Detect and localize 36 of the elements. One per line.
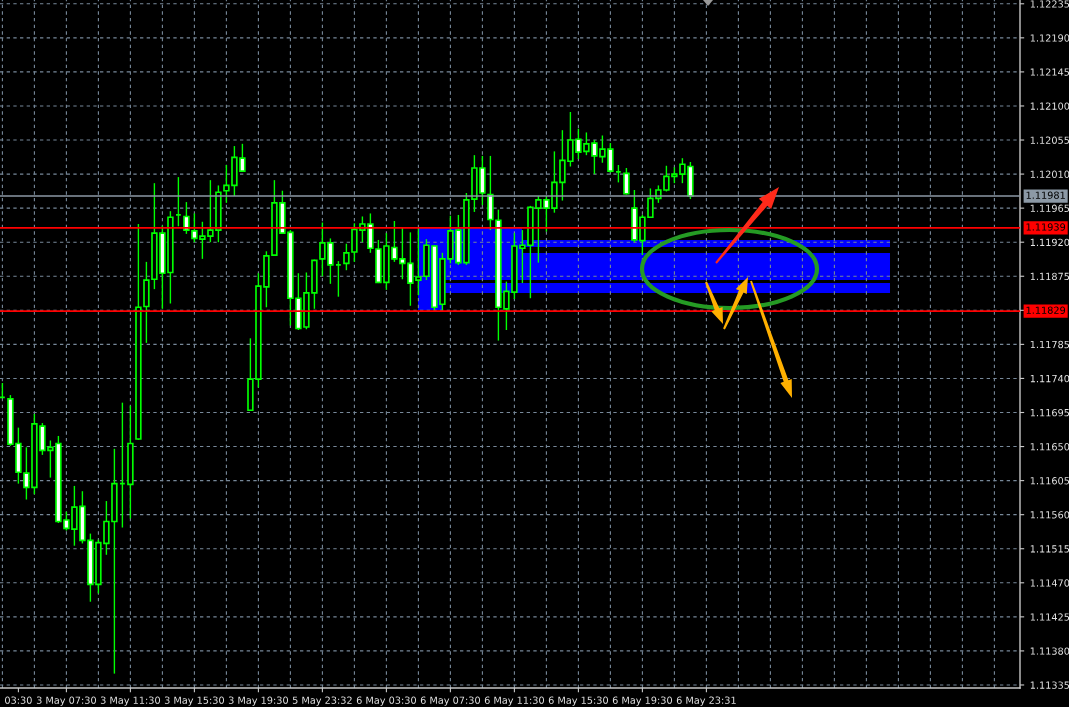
ref-line-label: 1.11939 xyxy=(1026,223,1066,231)
y-tick-label: 1.12010 xyxy=(1030,170,1069,178)
y-tick-label: 1.11650 xyxy=(1030,443,1069,451)
x-tick-label: 5 May 23:32 xyxy=(292,696,352,706)
y-tick-label: 1.11335 xyxy=(1030,681,1069,689)
y-tick-label: 1.12055 xyxy=(1030,136,1069,144)
x-tick-label: 3 May 15:30 xyxy=(164,696,224,706)
y-tick-label: 1.11695 xyxy=(1030,408,1069,417)
y-tick-label: 1.11425 xyxy=(1030,613,1069,621)
y-tick-label: 1.11470 xyxy=(1030,579,1069,587)
x-tick-label: 6 May 23:31 xyxy=(676,696,736,706)
y-tick-label: 1.11740 xyxy=(1030,374,1069,383)
ref-line-label: 1.11829 xyxy=(1026,306,1066,314)
y-tick-label: 1.12190 xyxy=(1030,34,1069,42)
y-tick-label: 1.12235 xyxy=(1030,0,1069,8)
x-tick-label: 3 May 07:30 xyxy=(36,696,96,706)
x-tick-label: 6 May 15:30 xyxy=(548,696,608,706)
x-tick-label: 6 May 07:30 xyxy=(420,696,480,706)
y-tick-label: 1.12100 xyxy=(1030,102,1069,110)
x-tick-label: 3 May 11:30 xyxy=(100,696,160,706)
y-tick-label: 1.11785 xyxy=(1030,340,1069,349)
candlestick xyxy=(623,167,630,196)
y-tick-label: 1.11875 xyxy=(1030,272,1069,281)
y-tick-label: 1.11965 xyxy=(1030,204,1069,212)
y-tick-label: 1.11605 xyxy=(1030,477,1069,485)
y-tick-label: 1.11560 xyxy=(1030,511,1069,519)
x-tick-label: 03:30 xyxy=(5,696,32,704)
x-tick-label: 6 May 03:30 xyxy=(356,696,416,706)
x-tick-label: 6 May 11:30 xyxy=(484,696,544,706)
x-tick-label: 6 May 19:30 xyxy=(612,696,672,706)
y-tick-label: 1.11380 xyxy=(1030,647,1069,655)
ref-line-label: 1.11981 xyxy=(1026,191,1065,199)
y-tick-label: 1.11920 xyxy=(1030,238,1069,247)
y-tick-label: 1.12145 xyxy=(1030,68,1069,76)
x-tick-label: 3 May 19:30 xyxy=(228,696,288,706)
y-tick-label: 1.11515 xyxy=(1030,545,1069,553)
